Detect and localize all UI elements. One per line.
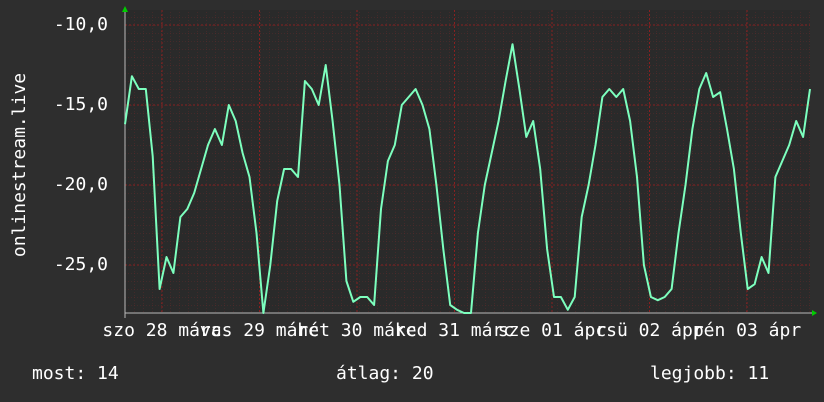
minor-grid	[125, 10, 810, 313]
stat-average: átlag: 20	[336, 363, 434, 384]
stat-best: legjobb: 11	[650, 363, 769, 384]
data-line	[124, 43, 811, 314]
x-tick-label: ked 31 márc	[395, 320, 514, 341]
x-tick-label: sze 01 ápr	[498, 320, 607, 341]
y-tick-label: -15,0	[54, 94, 108, 115]
stat-current: most: 14	[32, 363, 119, 384]
y-arrow	[122, 6, 128, 12]
x-tick-label: vas 29 márc	[200, 320, 319, 341]
x-tick-label: hét 30 márc	[297, 320, 416, 341]
x-tick-label: csü 02 ápr	[595, 320, 704, 341]
x-tick-label: szo 28 márc	[102, 320, 221, 341]
x-arrow	[812, 310, 817, 316]
y-tick-label: -25,0	[54, 254, 108, 275]
x-tick-label: pén 03 ápr	[693, 320, 802, 341]
y-axis-title: onlinestream.live	[9, 73, 30, 257]
y-tick-label: -10,0	[54, 14, 108, 35]
y-tick-label: -20,0	[54, 174, 108, 195]
